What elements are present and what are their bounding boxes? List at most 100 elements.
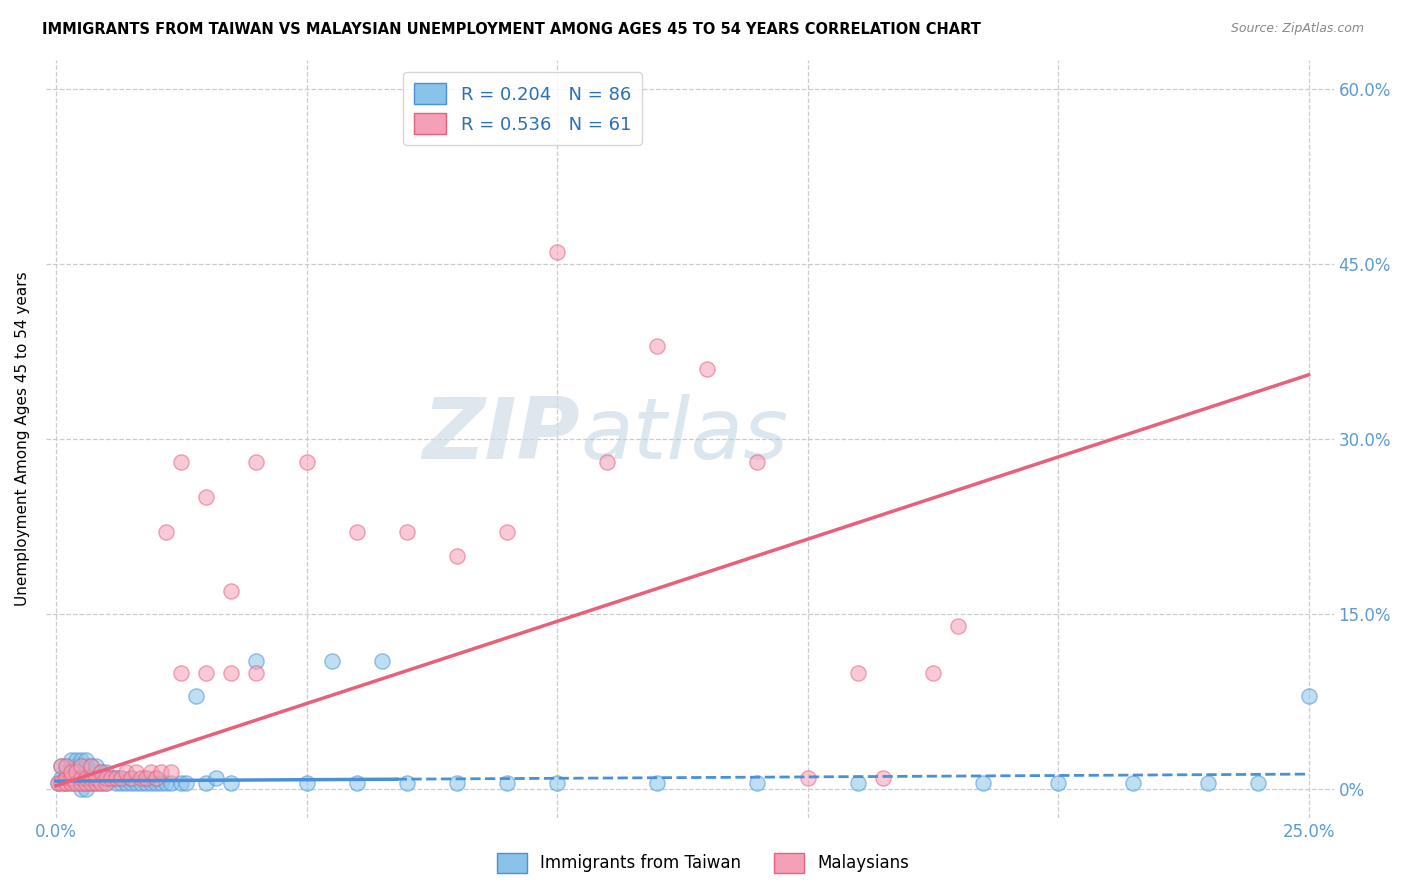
Point bbox=[75, 771, 97, 785]
Point bbox=[135, 776, 157, 790]
Point bbox=[60, 759, 83, 773]
Point bbox=[145, 771, 167, 785]
Point bbox=[1298, 689, 1320, 703]
Point bbox=[129, 776, 152, 790]
Point bbox=[100, 771, 122, 785]
Point bbox=[60, 771, 83, 785]
Point bbox=[80, 771, 103, 785]
Point bbox=[395, 776, 418, 790]
Point bbox=[55, 771, 77, 785]
Point bbox=[70, 776, 93, 790]
Point bbox=[65, 776, 87, 790]
Point bbox=[65, 753, 87, 767]
Point bbox=[90, 764, 112, 779]
Point bbox=[145, 771, 167, 785]
Point bbox=[110, 771, 132, 785]
Point bbox=[972, 776, 994, 790]
Point bbox=[60, 753, 83, 767]
Point bbox=[946, 619, 969, 633]
Point bbox=[80, 759, 103, 773]
Point bbox=[65, 771, 87, 785]
Point bbox=[49, 759, 72, 773]
Point bbox=[395, 525, 418, 540]
Point bbox=[60, 771, 83, 785]
Point bbox=[170, 776, 193, 790]
Point bbox=[55, 776, 77, 790]
Point bbox=[105, 776, 128, 790]
Point bbox=[115, 776, 138, 790]
Point bbox=[110, 776, 132, 790]
Point bbox=[70, 771, 93, 785]
Point bbox=[496, 776, 519, 790]
Point bbox=[120, 771, 142, 785]
Point bbox=[150, 764, 173, 779]
Text: Source: ZipAtlas.com: Source: ZipAtlas.com bbox=[1230, 22, 1364, 36]
Point bbox=[70, 782, 93, 797]
Point bbox=[75, 776, 97, 790]
Point bbox=[84, 771, 107, 785]
Point bbox=[94, 776, 117, 790]
Point bbox=[125, 776, 148, 790]
Point bbox=[65, 764, 87, 779]
Point bbox=[174, 776, 197, 790]
Point bbox=[120, 776, 142, 790]
Point bbox=[115, 764, 138, 779]
Point bbox=[70, 771, 93, 785]
Point bbox=[84, 764, 107, 779]
Point bbox=[125, 764, 148, 779]
Point bbox=[49, 771, 72, 785]
Point bbox=[65, 764, 87, 779]
Point bbox=[75, 776, 97, 790]
Point bbox=[94, 764, 117, 779]
Point bbox=[846, 776, 869, 790]
Point bbox=[60, 764, 83, 779]
Point bbox=[55, 764, 77, 779]
Point bbox=[65, 776, 87, 790]
Point bbox=[872, 771, 894, 785]
Point bbox=[135, 771, 157, 785]
Point bbox=[696, 362, 718, 376]
Point bbox=[84, 776, 107, 790]
Point bbox=[150, 776, 173, 790]
Point bbox=[70, 753, 93, 767]
Point bbox=[84, 771, 107, 785]
Point bbox=[295, 776, 318, 790]
Point bbox=[645, 776, 668, 790]
Point bbox=[796, 771, 818, 785]
Point bbox=[49, 759, 72, 773]
Point bbox=[105, 771, 128, 785]
Point bbox=[90, 771, 112, 785]
Point bbox=[80, 759, 103, 773]
Point bbox=[546, 776, 568, 790]
Point bbox=[48, 776, 70, 790]
Point bbox=[221, 776, 243, 790]
Point bbox=[70, 776, 93, 790]
Point bbox=[141, 776, 163, 790]
Point bbox=[221, 665, 243, 680]
Point bbox=[48, 776, 70, 790]
Point bbox=[747, 455, 769, 469]
Text: IMMIGRANTS FROM TAIWAN VS MALAYSIAN UNEMPLOYMENT AMONG AGES 45 TO 54 YEARS CORRE: IMMIGRANTS FROM TAIWAN VS MALAYSIAN UNEM… bbox=[42, 22, 981, 37]
Point bbox=[70, 764, 93, 779]
Point bbox=[370, 654, 392, 668]
Point bbox=[110, 771, 132, 785]
Point bbox=[141, 764, 163, 779]
Point bbox=[160, 764, 183, 779]
Point bbox=[186, 689, 208, 703]
Point bbox=[75, 764, 97, 779]
Point bbox=[846, 665, 869, 680]
Point bbox=[645, 338, 668, 352]
Point bbox=[546, 245, 568, 260]
Point bbox=[94, 776, 117, 790]
Point bbox=[195, 665, 218, 680]
Point bbox=[155, 525, 177, 540]
Point bbox=[446, 776, 468, 790]
Text: atlas: atlas bbox=[581, 393, 789, 476]
Point bbox=[60, 776, 83, 790]
Point bbox=[135, 771, 157, 785]
Point bbox=[295, 455, 318, 469]
Legend: R = 0.204   N = 86, R = 0.536   N = 61: R = 0.204 N = 86, R = 0.536 N = 61 bbox=[404, 72, 643, 145]
Point bbox=[346, 525, 368, 540]
Point bbox=[205, 771, 228, 785]
Point bbox=[1122, 776, 1144, 790]
